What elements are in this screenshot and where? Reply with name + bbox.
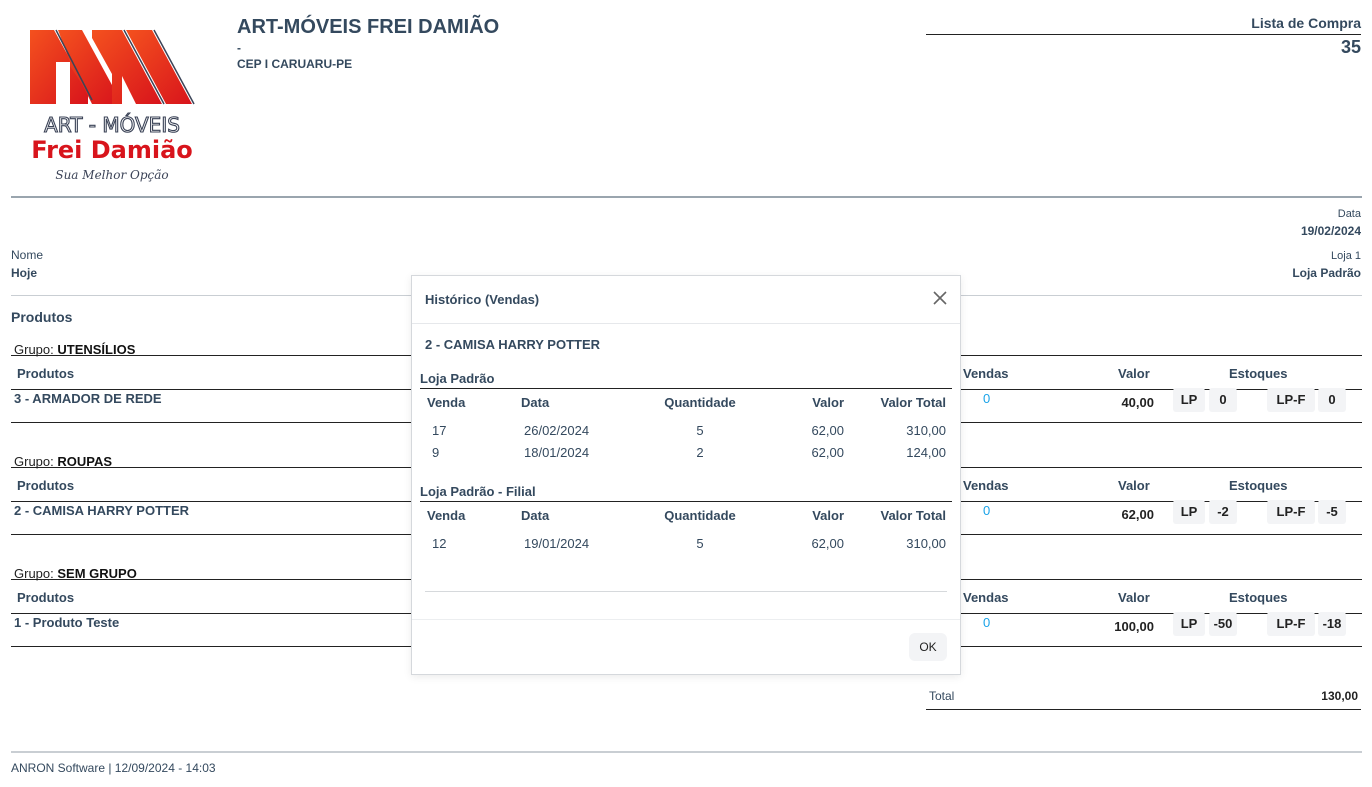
product-name: 1 - Produto Teste xyxy=(14,615,120,630)
group-label: Grupo: SEM GRUPO xyxy=(14,566,137,581)
modal-title: Histórico (Vendas) xyxy=(425,292,540,307)
svg-text:Sua Melhor Opção: Sua Melhor Opção xyxy=(55,168,168,182)
product-value: 40,00 xyxy=(1121,395,1154,410)
history-cell: 310,00 xyxy=(906,423,946,438)
history-col-header: Venda xyxy=(427,395,466,410)
history-col-header: Quantidade xyxy=(664,508,736,523)
date-value: 19/02/2024 xyxy=(1300,224,1361,238)
col-products: Produtos xyxy=(17,478,75,493)
name-label: Nome xyxy=(11,248,44,262)
history-header: Venda Data Quantidade Valor Valor Total xyxy=(420,508,952,536)
stock-qty-badge: -50 xyxy=(1209,612,1237,636)
store-label: Loja 1 xyxy=(1331,250,1361,262)
sales-link[interactable]: 0 xyxy=(983,503,991,518)
store-section: Loja Padrão - Filial Venda Data Quantidade… xyxy=(420,484,952,558)
store-name: Loja Padrão xyxy=(420,371,952,389)
sales-history-modal: Histórico (Vendas) 2 - CAMISA HARRY POTT… xyxy=(411,275,961,675)
history-col-header: Valor xyxy=(812,395,844,410)
products-title: Produtos xyxy=(11,309,73,325)
group-name: SEM GRUPO xyxy=(57,566,137,581)
document-type: Lista de Compra xyxy=(1251,15,1361,31)
stock-store-badge: LP xyxy=(1173,388,1205,412)
history-cell: 17 xyxy=(432,423,447,438)
name-value: Hoje xyxy=(11,266,38,280)
group-name: ROUPAS xyxy=(57,454,113,469)
history-cell: 5 xyxy=(696,536,704,551)
history-header: Venda Data Quantidade Valor Valor Total xyxy=(420,395,952,423)
product-value: 62,00 xyxy=(1121,507,1154,522)
history-col-header: Valor Total xyxy=(880,508,947,523)
col-value: Valor xyxy=(1118,590,1150,605)
history-row: 12 19/01/2024 5 62,00 310,00 xyxy=(420,536,952,558)
history-cell: 310,00 xyxy=(906,536,946,551)
stock-qty-badge: -2 xyxy=(1209,500,1237,524)
col-products: Produtos xyxy=(17,590,75,605)
svg-text:Frei Damião: Frei Damião xyxy=(31,136,193,164)
history-col-header: Quantidade xyxy=(664,395,736,410)
history-col-header: Data xyxy=(521,395,550,410)
history-row: 9 18/01/2024 2 62,00 124,00 xyxy=(420,445,952,467)
footer-text: ANRON Software | 12/09/2024 - 14:03 xyxy=(11,761,216,775)
stock-store-badge: LP xyxy=(1173,612,1205,636)
history-col-header: Data xyxy=(521,508,550,523)
history-cell: 9 xyxy=(432,445,440,460)
modal-product: 2 - CAMISA HARRY POTTER xyxy=(425,337,601,352)
stock-qty-badge: 0 xyxy=(1318,388,1346,412)
stock-store-badge: LP-F xyxy=(1267,612,1315,636)
col-value: Valor xyxy=(1118,478,1150,493)
history-cell: 62,00 xyxy=(811,445,844,460)
history-cell: 12 xyxy=(432,536,447,551)
history-cell: 26/02/2024 xyxy=(524,423,590,438)
history-cell: 18/01/2024 xyxy=(524,445,590,460)
history-cell: 62,00 xyxy=(811,536,844,551)
close-icon[interactable] xyxy=(930,288,950,308)
col-stock: Estoques xyxy=(1229,366,1288,381)
stock-qty-badge: -18 xyxy=(1318,612,1346,636)
store-value: Loja Padrão xyxy=(1292,266,1361,280)
store-name: Loja Padrão - Filial xyxy=(420,484,952,502)
col-products: Produtos xyxy=(17,366,75,381)
stock-qty-badge: -5 xyxy=(1318,500,1346,524)
history-cell: 124,00 xyxy=(906,445,946,460)
svg-text:ART - MÓVEIS: ART - MÓVEIS xyxy=(44,113,180,137)
stock-store-badge: LP xyxy=(1173,500,1205,524)
history-row: 17 26/02/2024 5 62,00 310,00 xyxy=(420,423,952,445)
store-section: Loja Padrão Venda Data Quantidade Valor Valo… xyxy=(420,371,952,467)
product-name: 3 - ARMADOR DE REDE xyxy=(14,391,162,406)
history-col-header: Valor Total xyxy=(880,395,947,410)
sales-link[interactable]: 0 xyxy=(983,391,991,406)
header-divider xyxy=(11,196,1362,198)
history-cell: 62,00 xyxy=(811,423,844,438)
document-number: 35 xyxy=(1340,37,1361,57)
col-sales: Vendas xyxy=(963,590,1009,605)
date-label: Data xyxy=(1337,208,1361,220)
company-city: CEP I CARUARU-PE xyxy=(237,57,353,71)
history-col-header: Venda xyxy=(427,508,466,523)
stock-store-badge: LP-F xyxy=(1267,388,1315,412)
logo-graphic: ART - MÓVEIS Frei Damião Sua Melhor Opçã… xyxy=(30,29,195,182)
history-col-header: Valor xyxy=(812,508,844,523)
stock-store-badge: LP-F xyxy=(1267,500,1315,524)
stock-qty-badge: 0 xyxy=(1209,388,1237,412)
product-value: 100,00 xyxy=(1114,619,1154,634)
group-label: Grupo: ROUPAS xyxy=(14,454,113,469)
company-name: ART-MÓVEIS FREI DAMIÃO xyxy=(237,16,500,38)
col-value: Valor xyxy=(1118,366,1150,381)
group-label: Grupo: UTENSÍLIOS xyxy=(14,342,136,357)
col-stock: Estoques xyxy=(1229,590,1288,605)
history-cell: 2 xyxy=(696,445,704,460)
sales-link[interactable]: 0 xyxy=(983,615,991,630)
ok-button[interactable]: OK xyxy=(909,633,947,661)
col-sales: Vendas xyxy=(963,366,1009,381)
history-cell: 19/01/2024 xyxy=(524,536,590,551)
product-name: 2 - CAMISA HARRY POTTER xyxy=(14,503,190,518)
company-address: - xyxy=(237,41,241,55)
col-sales: Vendas xyxy=(963,478,1009,493)
company-logo: ART - MÓVEIS Frei Damião Sua Melhor Opçã… xyxy=(26,26,198,186)
col-stock: Estoques xyxy=(1229,478,1288,493)
history-cell: 5 xyxy=(696,423,704,438)
total-label: Total xyxy=(929,689,955,703)
group-name: UTENSÍLIOS xyxy=(57,342,136,357)
total-value: 130,00 xyxy=(1321,689,1358,703)
